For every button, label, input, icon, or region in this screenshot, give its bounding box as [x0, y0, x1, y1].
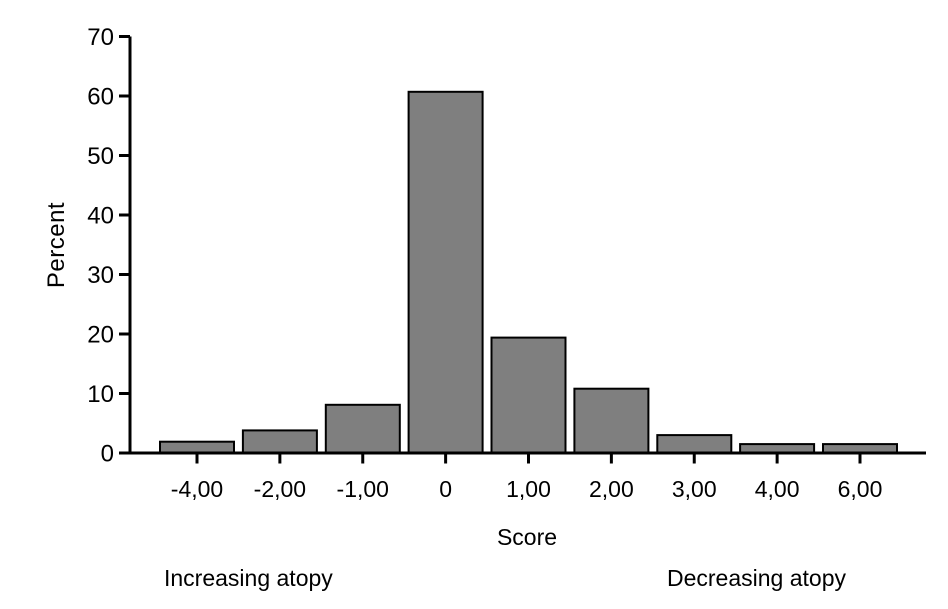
- x-tick-label: 3,00: [672, 476, 717, 502]
- y-tick-label: 40: [87, 203, 114, 230]
- y-tick-label: 0: [101, 441, 114, 468]
- bar: [407, 90, 484, 455]
- x-tick-label: -2,00: [254, 476, 306, 502]
- x-tick-label: -1,00: [337, 476, 389, 502]
- bar: [324, 403, 401, 454]
- y-tick-label: 30: [87, 262, 114, 289]
- bar: [159, 440, 235, 455]
- annotation-increasing-atopy: Increasing atopy: [164, 565, 333, 591]
- x-tick-label: 0: [439, 476, 452, 502]
- bar: [656, 434, 733, 455]
- y-tick-label: 50: [87, 143, 114, 170]
- bar: [490, 336, 567, 455]
- y-tick-label: 10: [87, 381, 114, 408]
- annotation-decreasing-atopy: Decreasing atopy: [667, 565, 846, 591]
- x-axis-title: Score: [496, 524, 558, 550]
- y-tick-label: 70: [87, 24, 114, 51]
- x-tick-label: 4,00: [755, 476, 800, 502]
- y-tick-label: 60: [87, 84, 114, 111]
- x-tick-label: 1,00: [506, 476, 551, 502]
- x-tick-label: 6,00: [838, 476, 883, 502]
- bar: [573, 387, 650, 455]
- x-tick-label: -4,00: [171, 476, 223, 502]
- x-tick-label: 2,00: [589, 476, 634, 502]
- bar: [241, 429, 318, 454]
- y-axis-title: Percent: [43, 201, 70, 289]
- y-tick-label: 20: [87, 322, 114, 349]
